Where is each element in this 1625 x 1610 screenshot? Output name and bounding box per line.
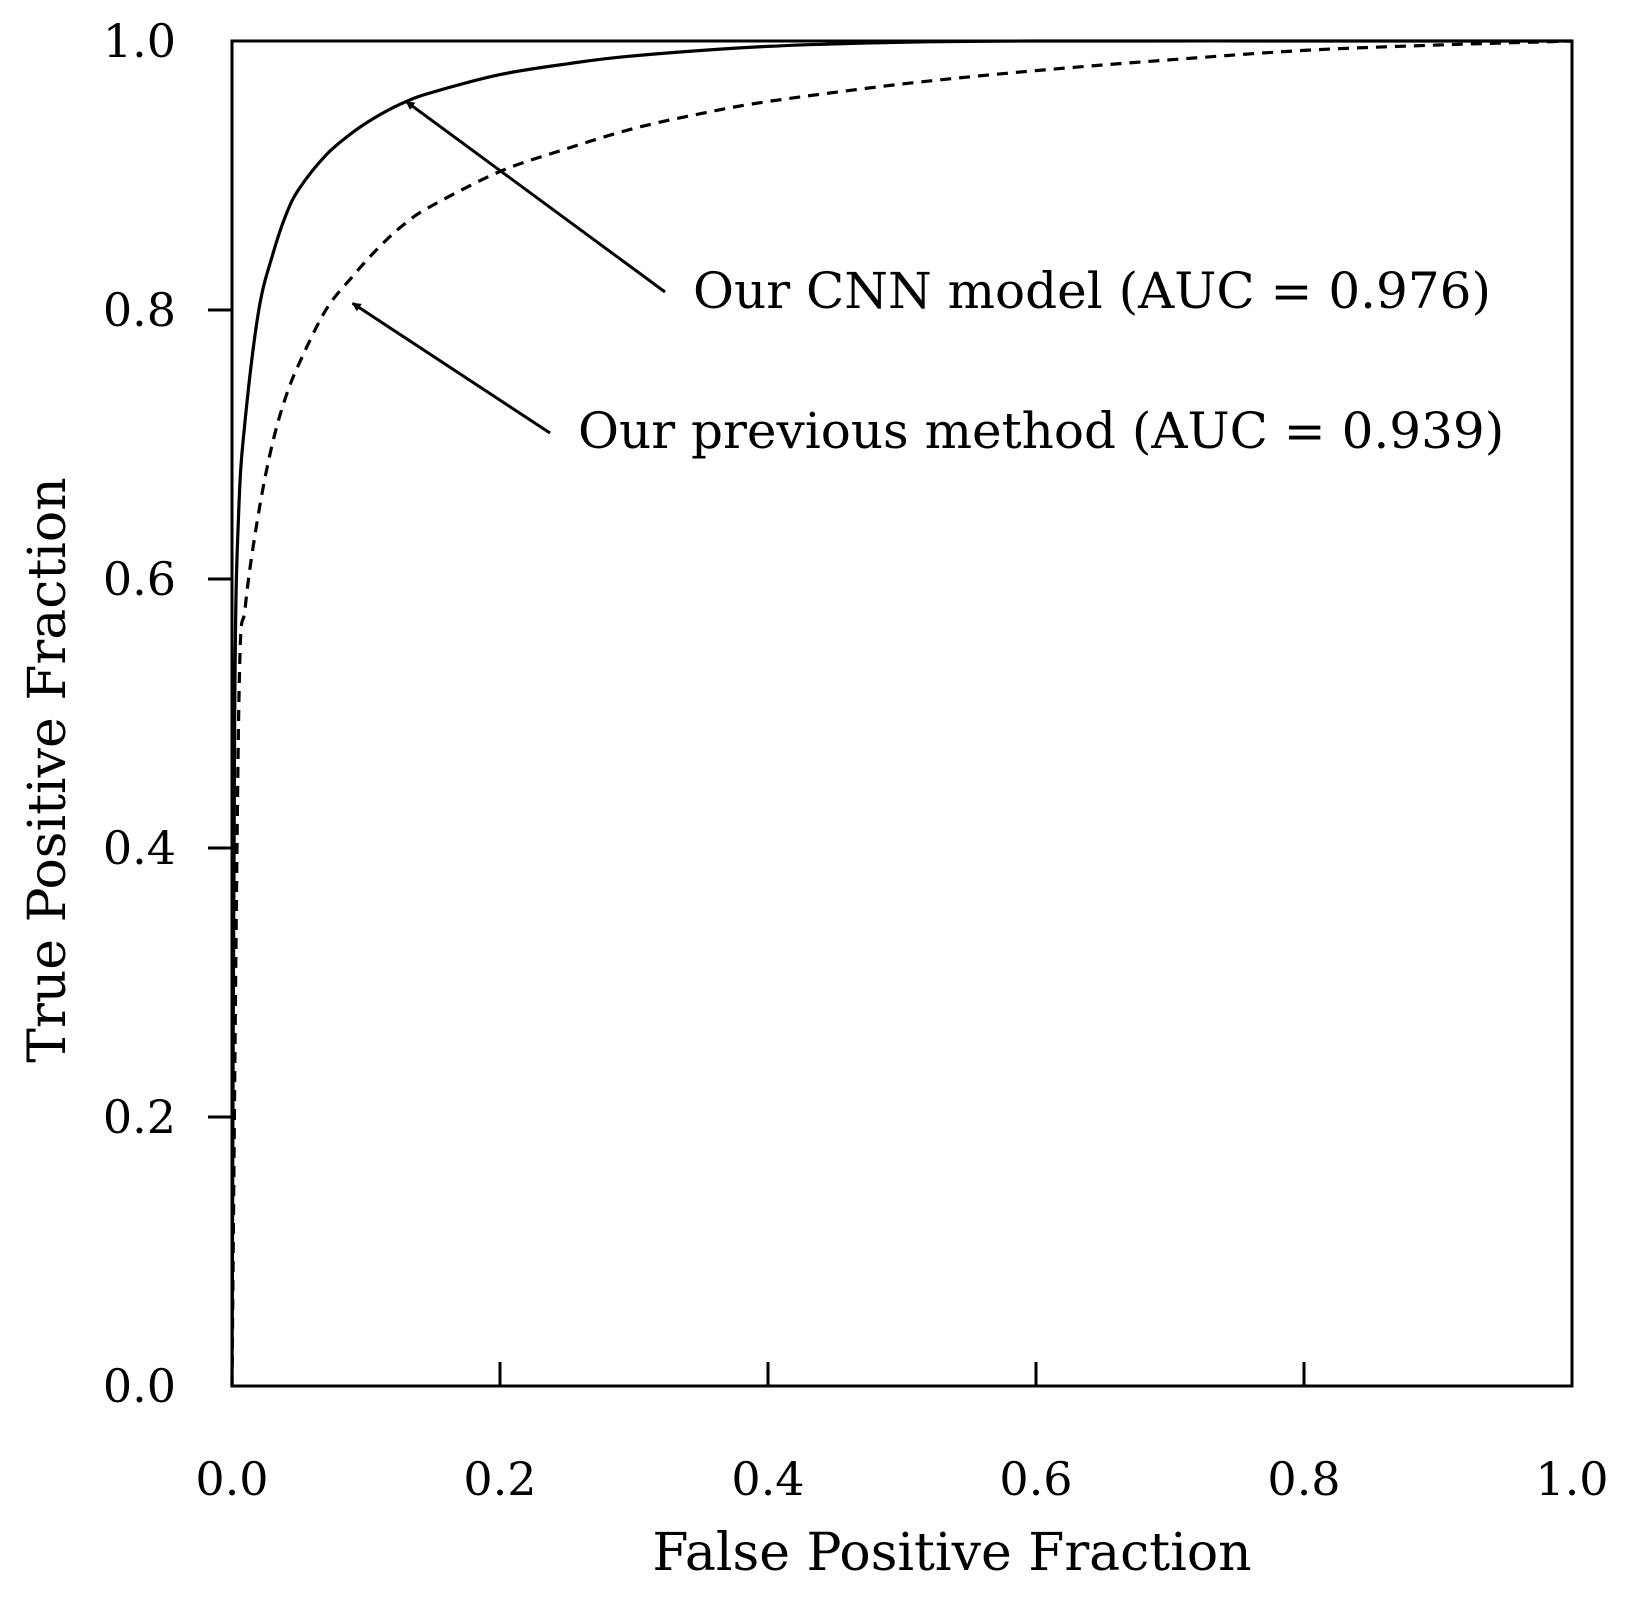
y-axis-title: True Positive Fraction [18,477,78,1062]
cnn-model-curve [230,39,1572,1387]
annotation-arrow [405,100,666,294]
y-tick-label: 0.2 [103,1090,176,1144]
x-axis-title: False Positive Fraction [652,1523,1251,1583]
x-tick-label: 0.6 [999,1452,1072,1506]
y-tick-label: 0.0 [103,1359,176,1413]
annotation-layer: Our CNN model (AUC = 0.976) Our previous … [351,100,1504,460]
y-tick-label: 1.0 [103,14,176,68]
y-tick-label: 0.6 [103,552,176,606]
previous-method-curve [230,39,1573,1387]
x-tick-label: 0.8 [1267,1452,1340,1506]
y-tick-label: 0.8 [103,283,176,337]
x-axis-ticks: 0.0 0.2 0.4 0.6 0.8 1.0 [195,1362,1609,1506]
annotation-arrow [351,302,551,435]
series-layer [230,39,1573,1387]
previous-method-annotation: Our previous method (AUC = 0.939) [578,402,1504,460]
plot-frame [230,39,1574,1388]
x-tick-label: 1.0 [1535,1452,1608,1506]
x-tick-label: 0.2 [463,1452,536,1506]
x-tick-label: 0.4 [731,1452,804,1506]
x-tick-label: 0.0 [195,1452,268,1506]
y-axis-ticks: 0.0 0.2 0.4 0.6 0.8 1.0 [103,14,232,1413]
cnn-model-annotation: Our CNN model (AUC = 0.976) [693,262,1491,320]
y-tick-label: 0.4 [103,821,176,875]
